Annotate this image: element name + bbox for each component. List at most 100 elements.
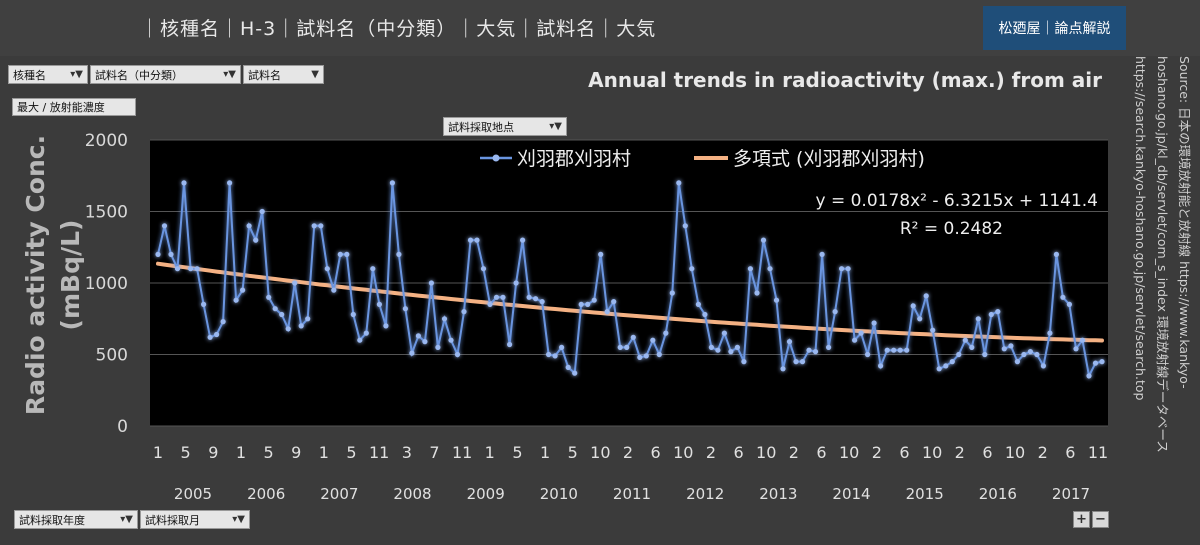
data-point bbox=[344, 251, 350, 257]
data-point bbox=[1001, 346, 1007, 352]
data-point bbox=[1086, 373, 1092, 379]
filter-sample-mid-button[interactable]: 試料名（中分類） ▾▼ bbox=[90, 65, 241, 84]
zoom-in-button[interactable]: + bbox=[1073, 511, 1090, 528]
x-tick-label: 1 bbox=[485, 443, 495, 462]
data-point bbox=[1066, 301, 1072, 307]
filter-icon: ▾▼ bbox=[223, 69, 236, 80]
data-point bbox=[428, 280, 434, 286]
x-tick-label: 6 bbox=[1065, 443, 1075, 462]
data-point bbox=[285, 326, 291, 332]
value-field-button[interactable]: 最大 / 放射能濃度 bbox=[12, 98, 136, 116]
x-tick-label: 2 bbox=[623, 443, 633, 462]
zoom-out-button[interactable]: − bbox=[1092, 511, 1109, 528]
data-point bbox=[773, 297, 780, 303]
filter-month-label: 試料採取月 bbox=[145, 513, 200, 527]
data-point bbox=[389, 180, 395, 186]
x-tick-label: 6 bbox=[733, 443, 743, 462]
data-point bbox=[806, 347, 812, 353]
data-point bbox=[448, 337, 454, 343]
data-point bbox=[650, 337, 656, 343]
data-point bbox=[565, 364, 571, 370]
data-point bbox=[956, 351, 962, 358]
data-point bbox=[747, 266, 754, 272]
y-tick-label: 1500 bbox=[85, 203, 128, 223]
legend-label-trend: 多項式 (刈羽郡刈羽村) bbox=[733, 148, 925, 170]
data-point bbox=[878, 363, 884, 369]
data-point bbox=[754, 290, 760, 296]
data-point bbox=[637, 354, 643, 360]
x-tick-label: 10 bbox=[673, 443, 693, 462]
data-point bbox=[910, 303, 916, 309]
data-point bbox=[930, 327, 936, 333]
trendline bbox=[156, 261, 1104, 343]
data-point bbox=[721, 330, 728, 336]
data-point bbox=[1008, 343, 1014, 349]
data-point bbox=[871, 320, 877, 326]
data-point bbox=[995, 309, 1001, 315]
x-tick-label: 1 bbox=[236, 443, 246, 462]
x-tick-label: 5 bbox=[263, 443, 273, 462]
data-point bbox=[507, 341, 513, 348]
x-tick-label: 6 bbox=[982, 443, 992, 462]
x-tick-label: 2 bbox=[706, 443, 716, 462]
x-year-label: 2007 bbox=[320, 485, 358, 503]
data-point bbox=[572, 370, 578, 376]
data-point bbox=[760, 237, 767, 243]
data-point bbox=[715, 347, 721, 353]
filter-location-button[interactable]: 試料採取地点 ▾▼ bbox=[443, 117, 567, 136]
filter-year-label: 試料採取年度 bbox=[19, 513, 85, 527]
legend-marker bbox=[492, 154, 500, 162]
filter-month-button[interactable]: 試料採取月 ▾▼ bbox=[140, 510, 250, 529]
x-tick-label: 11 bbox=[452, 443, 472, 462]
data-point bbox=[331, 287, 337, 293]
data-point bbox=[617, 344, 623, 350]
data-point bbox=[383, 323, 389, 329]
brand-badge[interactable]: 松廼屋｜論点解説 bbox=[983, 6, 1126, 50]
data-point bbox=[546, 351, 552, 358]
x-tick-label: 10 bbox=[756, 443, 776, 462]
data-point bbox=[1053, 251, 1059, 257]
data-point bbox=[253, 237, 259, 243]
x-tick-label: 2 bbox=[955, 443, 965, 462]
x-year-label: 2014 bbox=[832, 485, 870, 503]
data-point bbox=[1060, 294, 1066, 300]
filter-nuclide-button[interactable]: 核種名 ▾▼ bbox=[8, 65, 88, 84]
x-year-label: 2013 bbox=[759, 485, 797, 503]
data-point bbox=[969, 344, 975, 350]
data-point bbox=[702, 311, 708, 318]
x-year-label: 2010 bbox=[540, 485, 578, 503]
data-point bbox=[168, 251, 174, 257]
y-tick-label: 500 bbox=[96, 346, 128, 366]
x-year-label: 2015 bbox=[906, 485, 944, 503]
x-tick-label: 2 bbox=[789, 443, 799, 462]
x-tick-label: 2 bbox=[872, 443, 882, 462]
data-point bbox=[897, 347, 903, 353]
filter-sample-button[interactable]: 試料名 ▼ bbox=[243, 65, 324, 84]
data-point bbox=[357, 337, 363, 343]
data-point bbox=[376, 301, 382, 307]
data-point bbox=[865, 351, 871, 358]
data-point bbox=[767, 266, 773, 272]
data-point bbox=[1092, 360, 1099, 366]
x-year-label: 2017 bbox=[1052, 485, 1090, 503]
data-point bbox=[240, 287, 246, 293]
data-point bbox=[819, 251, 825, 257]
data-point bbox=[233, 297, 239, 303]
data-point bbox=[441, 316, 448, 322]
data-point bbox=[780, 366, 786, 372]
x-year-label: 2016 bbox=[979, 485, 1017, 503]
data-point bbox=[858, 330, 864, 336]
data-point bbox=[526, 294, 532, 300]
data-point bbox=[917, 316, 923, 322]
filter-sample-mid-label: 試料名（中分類） bbox=[95, 68, 183, 82]
y-axis-label: Radio activity Conc. (mBq/L) bbox=[21, 135, 85, 415]
x-year-label: 2006 bbox=[247, 485, 285, 503]
x-tick-label: 5 bbox=[346, 443, 356, 462]
data-point bbox=[194, 266, 200, 272]
filter-year-button[interactable]: 試料採取年度 ▾▼ bbox=[14, 510, 138, 529]
x-year-label: 2012 bbox=[686, 485, 724, 503]
legend-label-series: 刈羽郡刈羽村 bbox=[517, 148, 631, 170]
data-point bbox=[936, 366, 942, 372]
data-point bbox=[474, 237, 480, 243]
data-point bbox=[891, 347, 897, 353]
